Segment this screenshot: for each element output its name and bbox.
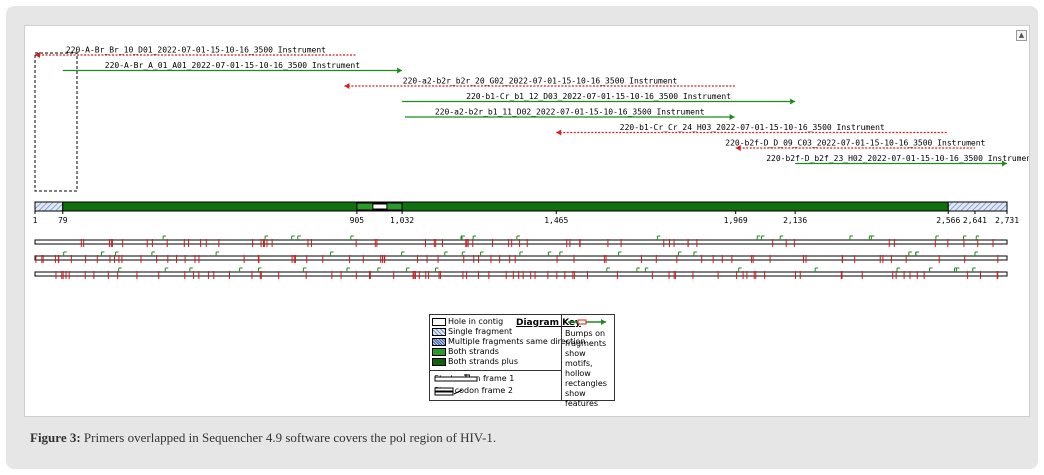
both-strands-region [62,201,358,212]
read-8[interactable]: 220-b2f-D_b2f_23_H02_2022-07-01-15-10-16… [766,154,1029,167]
key-item-multiple: Multiple fragments same direction [432,337,585,347]
diagram-key-title: Diagram Key [516,318,581,328]
contig-bar [34,201,1008,212]
ruler-label: 2,731 [995,216,1019,225]
ruler-label: 2,641 [963,216,987,225]
read-label: 220-A-Br_Br_10_D01_2022-07-01-15-10-16_3… [66,46,326,55]
read-arrow-icon [556,129,562,136]
ruler-label: 1,969 [724,216,748,225]
key-right-note: Bumps on fragments show motifs, hollow r… [565,329,607,408]
read-arrow-icon [729,114,735,120]
read-5[interactable]: 220-a2-b2r_b1_11_D02_2022-07-01-15-10-16… [404,108,735,121]
orf-tracks [34,235,1008,279]
read-arrow-icon [344,83,350,89]
bumps-fragment-icon [568,319,606,325]
read-2[interactable]: 220-A-Br_A_01_A01_2022-07-01-15-10-16_35… [62,61,403,74]
ruler-label: 2,566 [936,216,960,225]
position-ruler: 1 79 905 1,032 1,465 1,969 2,136 2,566 2,641 2,73… [33,211,1019,225]
caption-text: Primers overlapped in Sequencher 4.9 sof… [80,430,497,445]
ruler-label: 905 [350,216,365,225]
multiple-fragments-swatch-icon [432,337,446,346]
hole-indicator [34,52,78,192]
read-6[interactable]: 220-b1-Cr_Cr_24_H03_2022-07-01-15-10-16_… [556,123,949,136]
orf-track-1 [34,235,1008,247]
ruler-label: 1 [33,216,38,225]
both-strands-plus-region [401,201,949,212]
read-label: 220-a2-b2r_b1_11_D02_2022-07-01-15-10-16… [435,108,705,117]
diagram-key: Diagram Key Hole in contig Single fragme… [429,314,615,408]
read-label: 220-a2-b2r_b2r_20_G02_2022-07-01-15-10-1… [403,77,678,86]
caption-label: Figure 3: [30,430,81,445]
orf-track-2 [34,251,1008,263]
single-fragment-swatch-icon [432,327,446,336]
frame-bar [34,239,1008,245]
sequencher-contig-view: 220-A-Br_Br_10_D01_2022-07-01-15-10-16_3… [24,25,1030,417]
read-arrow-icon [1002,160,1007,167]
read-arrow-icon [790,98,796,105]
key-item-both: Both strands [432,347,499,357]
both-strands-swatch-icon [432,347,446,356]
both-strands-plus-swatch-icon [432,357,446,366]
key-item-hole: Hole in contig [432,317,503,327]
read-4[interactable]: 220-b1-Cr_b1_12_D03_2022-07-01-15-10-16_… [402,92,796,105]
single-fragment-region-end [947,201,1008,212]
figure-frame: 220-A-Br_Br_10_D01_2022-07-01-15-10-16_3… [6,6,1038,469]
read-arrow-icon [735,145,741,151]
start-codon-icon [434,374,478,382]
feature-rect [372,203,388,210]
single-fragment-region [34,201,64,212]
key-item-both-plus: Both strands plus [432,357,518,367]
frame-bar [34,255,1008,261]
figure-caption: Figure 3: Primers overlapped in Sequench… [30,430,1020,446]
read-label: 220-b1-Cr_b1_12_D03_2022-07-01-15-10-16_… [466,92,731,101]
ruler-label: 79 [58,216,68,225]
stop-codon-icon [434,387,463,396]
read-label: 220-b2f-D_D_09_C03_2022-07-01-15-10-16_3… [725,139,985,148]
ruler-label: 1,032 [390,216,414,225]
key-start-codon: Start codon frame 1 [434,374,514,384]
orf-track-3 [34,267,1008,279]
read-arrow-icon [397,67,403,74]
key-item-single: Single fragment [432,327,512,337]
key-stop-codon: Stop codon frame 2 [434,386,513,396]
scroll-up-arrow[interactable]: ▲ [1016,30,1027,41]
read-1[interactable]: 220-A-Br_Br_10_D01_2022-07-01-15-10-16_3… [35,46,357,59]
fragment-reads: 220-A-Br_Br_10_D01_2022-07-01-15-10-16_3… [34,46,1029,192]
contig-diagram: 220-A-Br_Br_10_D01_2022-07-01-15-10-16_3… [33,46,1029,279]
read-label: 220-b1-Cr_Cr_24_H03_2022-07-01-15-10-16_… [620,123,885,132]
hole-swatch-icon [432,317,446,326]
frame-bar [34,271,1008,277]
read-3[interactable]: 220-a2-b2r_b2r_20_G02_2022-07-01-15-10-1… [344,77,736,90]
read-arrow-icon [35,52,40,58]
read-7[interactable]: 220-b2f-D_D_09_C03_2022-07-01-15-10-16_3… [725,139,986,152]
ruler-label: 2,136 [783,216,807,225]
read-label: 220-b2f-D_b2f_23_H02_2022-07-01-15-10-16… [766,154,1029,163]
ruler-label: 1,465 [544,216,568,225]
read-label: 220-A-Br_A_01_A01_2022-07-01-15-10-16_35… [105,61,360,70]
